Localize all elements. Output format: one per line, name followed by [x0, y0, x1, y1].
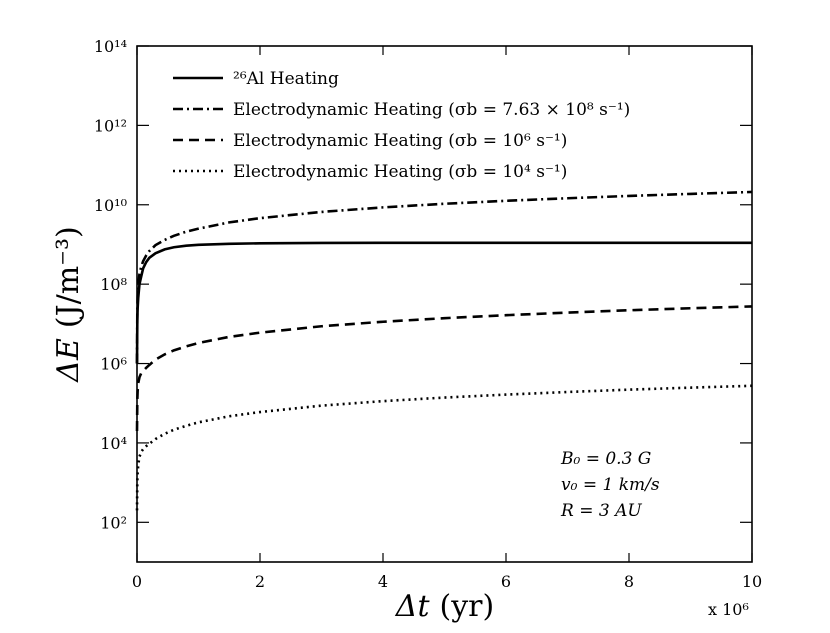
x-tick-label: 2 [255, 572, 265, 591]
legend-label-sigma-1e6: Electrodynamic Heating (σb = 10⁶ s⁻¹) [233, 131, 567, 151]
x-axis-symbol: Δt [395, 589, 431, 624]
x-tick-label: 0 [132, 572, 142, 591]
plot-border [136, 45, 753, 563]
annotation-r: R = 3 AU [560, 501, 642, 521]
legend: ²⁶Al Heating Electrodynamic Heating (σb … [173, 69, 630, 182]
axis-ticks: 0 2 4 6 8 10 10² 10⁴ 10⁶ 10⁸ 10¹⁰ 10¹² 10¹⁴ [94, 37, 762, 591]
x-axis-unit: (yr) [440, 589, 495, 624]
y-tick-label: 10⁸ [100, 275, 127, 294]
y-axis-symbol: ΔE [51, 338, 86, 383]
x-tick-label: 6 [501, 572, 511, 591]
annotation-v0: v₀ = 1 km/s [561, 475, 660, 495]
series-al-heating [135, 241, 752, 364]
x-tick-label: 4 [378, 572, 388, 591]
plot-frame [136, 45, 753, 563]
legend-label-al-heating: ²⁶Al Heating [233, 69, 339, 89]
series-sigma-763e8 [135, 190, 753, 364]
annotation-b0: B₀ = 0.3 G [560, 449, 651, 469]
x-tick-label: 8 [624, 572, 634, 591]
parameter-annotation: B₀ = 0.3 G v₀ = 1 km/s R = 3 AU [560, 449, 660, 521]
series-layer [135, 190, 753, 511]
legend-label-sigma-763e8: Electrodynamic Heating (σb = 7.63 × 10⁸ … [233, 100, 630, 120]
series-sigma-1e4 [135, 384, 753, 511]
x-axis-label: Δt (yr) [395, 589, 494, 624]
y-tick-label: 10¹⁴ [94, 37, 127, 56]
y-tick-label: 10¹² [94, 116, 127, 135]
y-tick-label: 10² [100, 513, 127, 532]
legend-label-sigma-1e4: Electrodynamic Heating (σb = 10⁴ s⁻¹) [233, 162, 567, 182]
y-tick-label: 10¹⁰ [94, 196, 127, 215]
series-sigma-1e6 [135, 305, 753, 431]
y-axis-unit: (J/m⁻³) [51, 226, 86, 328]
y-axis-label: ΔE (J/m⁻³) [51, 226, 86, 382]
y-tick-label: 10⁴ [100, 434, 127, 453]
y-tick-label: 10⁶ [100, 355, 127, 374]
x-tick-label: 10 [742, 572, 762, 591]
x-multiplier-label: x 10⁶ [708, 600, 749, 619]
